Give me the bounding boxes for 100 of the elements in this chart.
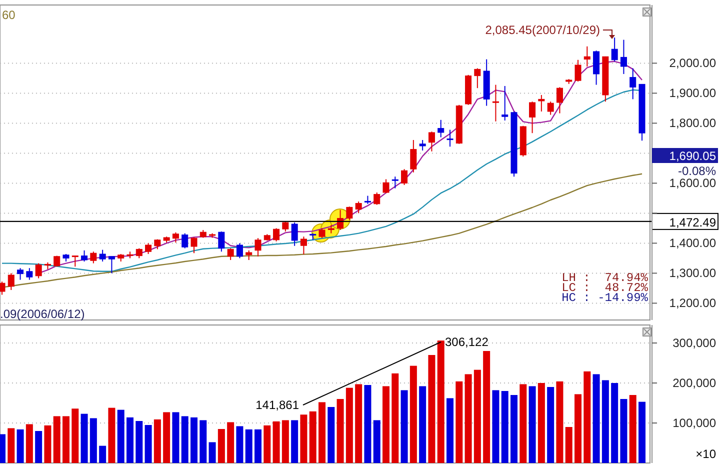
bar (16, 429, 24, 463)
bar (556, 381, 564, 463)
candlestick (254, 238, 262, 257)
bar (328, 407, 335, 463)
bar (200, 420, 207, 463)
bar (437, 340, 444, 463)
bar (218, 429, 225, 463)
bar (181, 416, 188, 463)
y-tick-label: 100,000 (672, 416, 716, 430)
candlestick (0, 281, 6, 296)
bar (254, 429, 262, 463)
y-tick-label: 1,600.00 (669, 176, 716, 190)
candlestick (620, 39, 627, 74)
bar (80, 414, 88, 463)
candlestick (556, 86, 563, 114)
candlestick (81, 250, 88, 262)
bar (172, 412, 180, 463)
bar (584, 371, 591, 463)
text: -0.08% (678, 164, 716, 178)
candlestick (574, 59, 582, 82)
candlestick (611, 37, 618, 62)
candlestick (346, 206, 353, 220)
ref-line-label: 1,472.49 (669, 215, 716, 230)
bar (364, 385, 372, 463)
annotation: HC : -14.99% (562, 291, 649, 305)
text: ×10 (696, 447, 716, 461)
bar (245, 429, 252, 463)
candlestick (99, 249, 106, 262)
candlestick (300, 236, 307, 255)
candlestick (438, 119, 444, 138)
candlestick (593, 50, 600, 86)
candlestick (273, 228, 280, 242)
bar (611, 383, 618, 463)
bar (456, 381, 463, 463)
bar (282, 420, 289, 463)
candlestick (108, 256, 115, 274)
bar (538, 383, 545, 463)
candlestick (428, 131, 435, 152)
candlestick (529, 101, 536, 134)
candlestick (246, 250, 252, 260)
bar (108, 408, 116, 463)
bar (410, 366, 417, 463)
bar (8, 428, 15, 463)
bar (638, 402, 646, 463)
candlestick (382, 178, 390, 194)
candlestick (446, 129, 454, 148)
bar (318, 402, 326, 463)
y-tick-label: 200,000 (672, 376, 716, 390)
candlestick (584, 46, 590, 67)
bar (373, 420, 380, 463)
bar (62, 416, 70, 463)
bar (528, 386, 536, 463)
bar (291, 420, 298, 463)
candlestick (227, 248, 234, 260)
candlestick (90, 251, 97, 264)
bar (136, 421, 143, 463)
bar (26, 424, 33, 463)
text: 1,690.05 (669, 149, 716, 163)
bar (574, 394, 582, 463)
bar (154, 419, 161, 463)
bar (474, 370, 481, 463)
bar (592, 374, 600, 463)
bar (602, 380, 609, 463)
candlestick (17, 268, 24, 280)
y-tick-label: 1,800.00 (669, 116, 716, 130)
candlestick (145, 242, 152, 254)
bar (35, 431, 42, 463)
y-tick-label: 1,200.00 (669, 296, 716, 310)
bar (392, 373, 399, 463)
candlestick (8, 272, 14, 290)
bar (400, 390, 408, 463)
bar (428, 355, 436, 463)
bar (53, 416, 60, 463)
bar (264, 425, 271, 463)
bar (44, 425, 52, 463)
bar (346, 388, 353, 463)
annotation: 2,085.45(2007/10/29) (485, 23, 600, 37)
bar (90, 418, 97, 463)
bar (126, 417, 134, 463)
bar (464, 374, 472, 463)
bar (72, 408, 79, 463)
candlestick (291, 222, 298, 246)
bar (565, 427, 572, 463)
bar (144, 425, 152, 463)
y-tick-label: 1,300.00 (669, 266, 716, 280)
bar (117, 410, 124, 463)
bar (208, 442, 216, 463)
y-tick-label: 1,900.00 (669, 86, 716, 100)
bar (629, 395, 636, 463)
candlestick (26, 268, 33, 280)
bar (272, 421, 280, 463)
candlestick (419, 140, 426, 151)
candlestick (538, 94, 545, 112)
annotation: 306,122 (445, 335, 489, 349)
bar (236, 426, 244, 463)
candlestick (72, 255, 78, 268)
bar (446, 398, 454, 463)
candlestick (401, 168, 408, 186)
candlestick (392, 176, 398, 189)
y-tick-label: 2,000.00 (669, 56, 716, 70)
